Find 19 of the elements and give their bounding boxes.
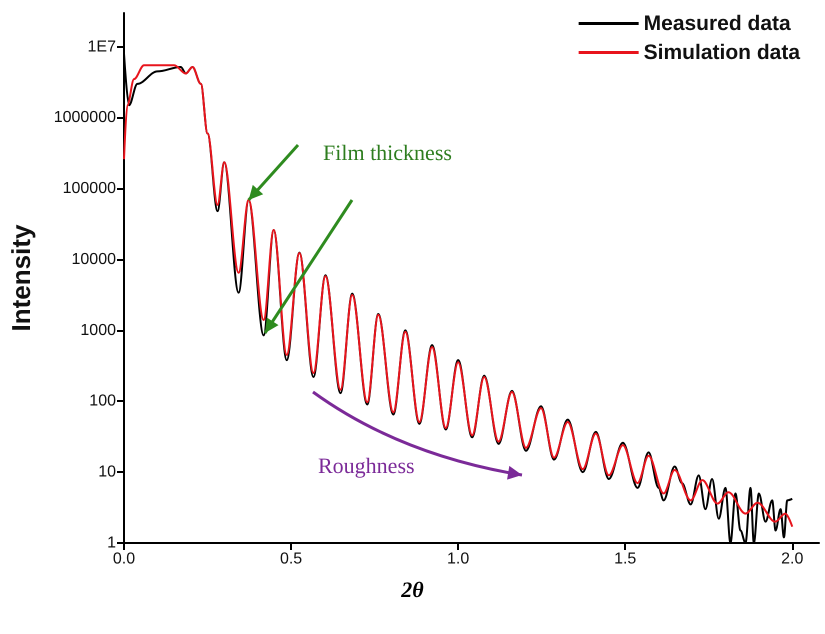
annotation: Film thickness bbox=[323, 140, 452, 166]
x-tick-label: 1.5 bbox=[614, 550, 636, 568]
y-tick-label: 100000 bbox=[62, 180, 116, 198]
x-tick-label: 0.0 bbox=[112, 550, 136, 568]
y-tick-label: 1 bbox=[107, 534, 116, 552]
y-axis-title: Intensity bbox=[6, 224, 36, 332]
legend-label: Simulation data bbox=[644, 41, 800, 64]
y-tick-label: 1000 bbox=[80, 322, 116, 339]
y-tick-label: 10000 bbox=[72, 250, 116, 268]
y-tick-label: 1E7 bbox=[88, 38, 116, 56]
x-tick-label: 1.0 bbox=[447, 550, 470, 568]
x-tick-label: 2.0 bbox=[781, 550, 804, 568]
x-axis-title: 2θ bbox=[400, 577, 425, 603]
annotation: Roughness bbox=[318, 453, 415, 479]
y-tick-label: 10 bbox=[98, 464, 116, 481]
y-tick-label: 100 bbox=[89, 392, 116, 410]
x-tick-label: 0.5 bbox=[280, 550, 302, 568]
y-tick-label: 1000000 bbox=[54, 109, 116, 126]
legend-label: Measured data bbox=[644, 12, 792, 35]
